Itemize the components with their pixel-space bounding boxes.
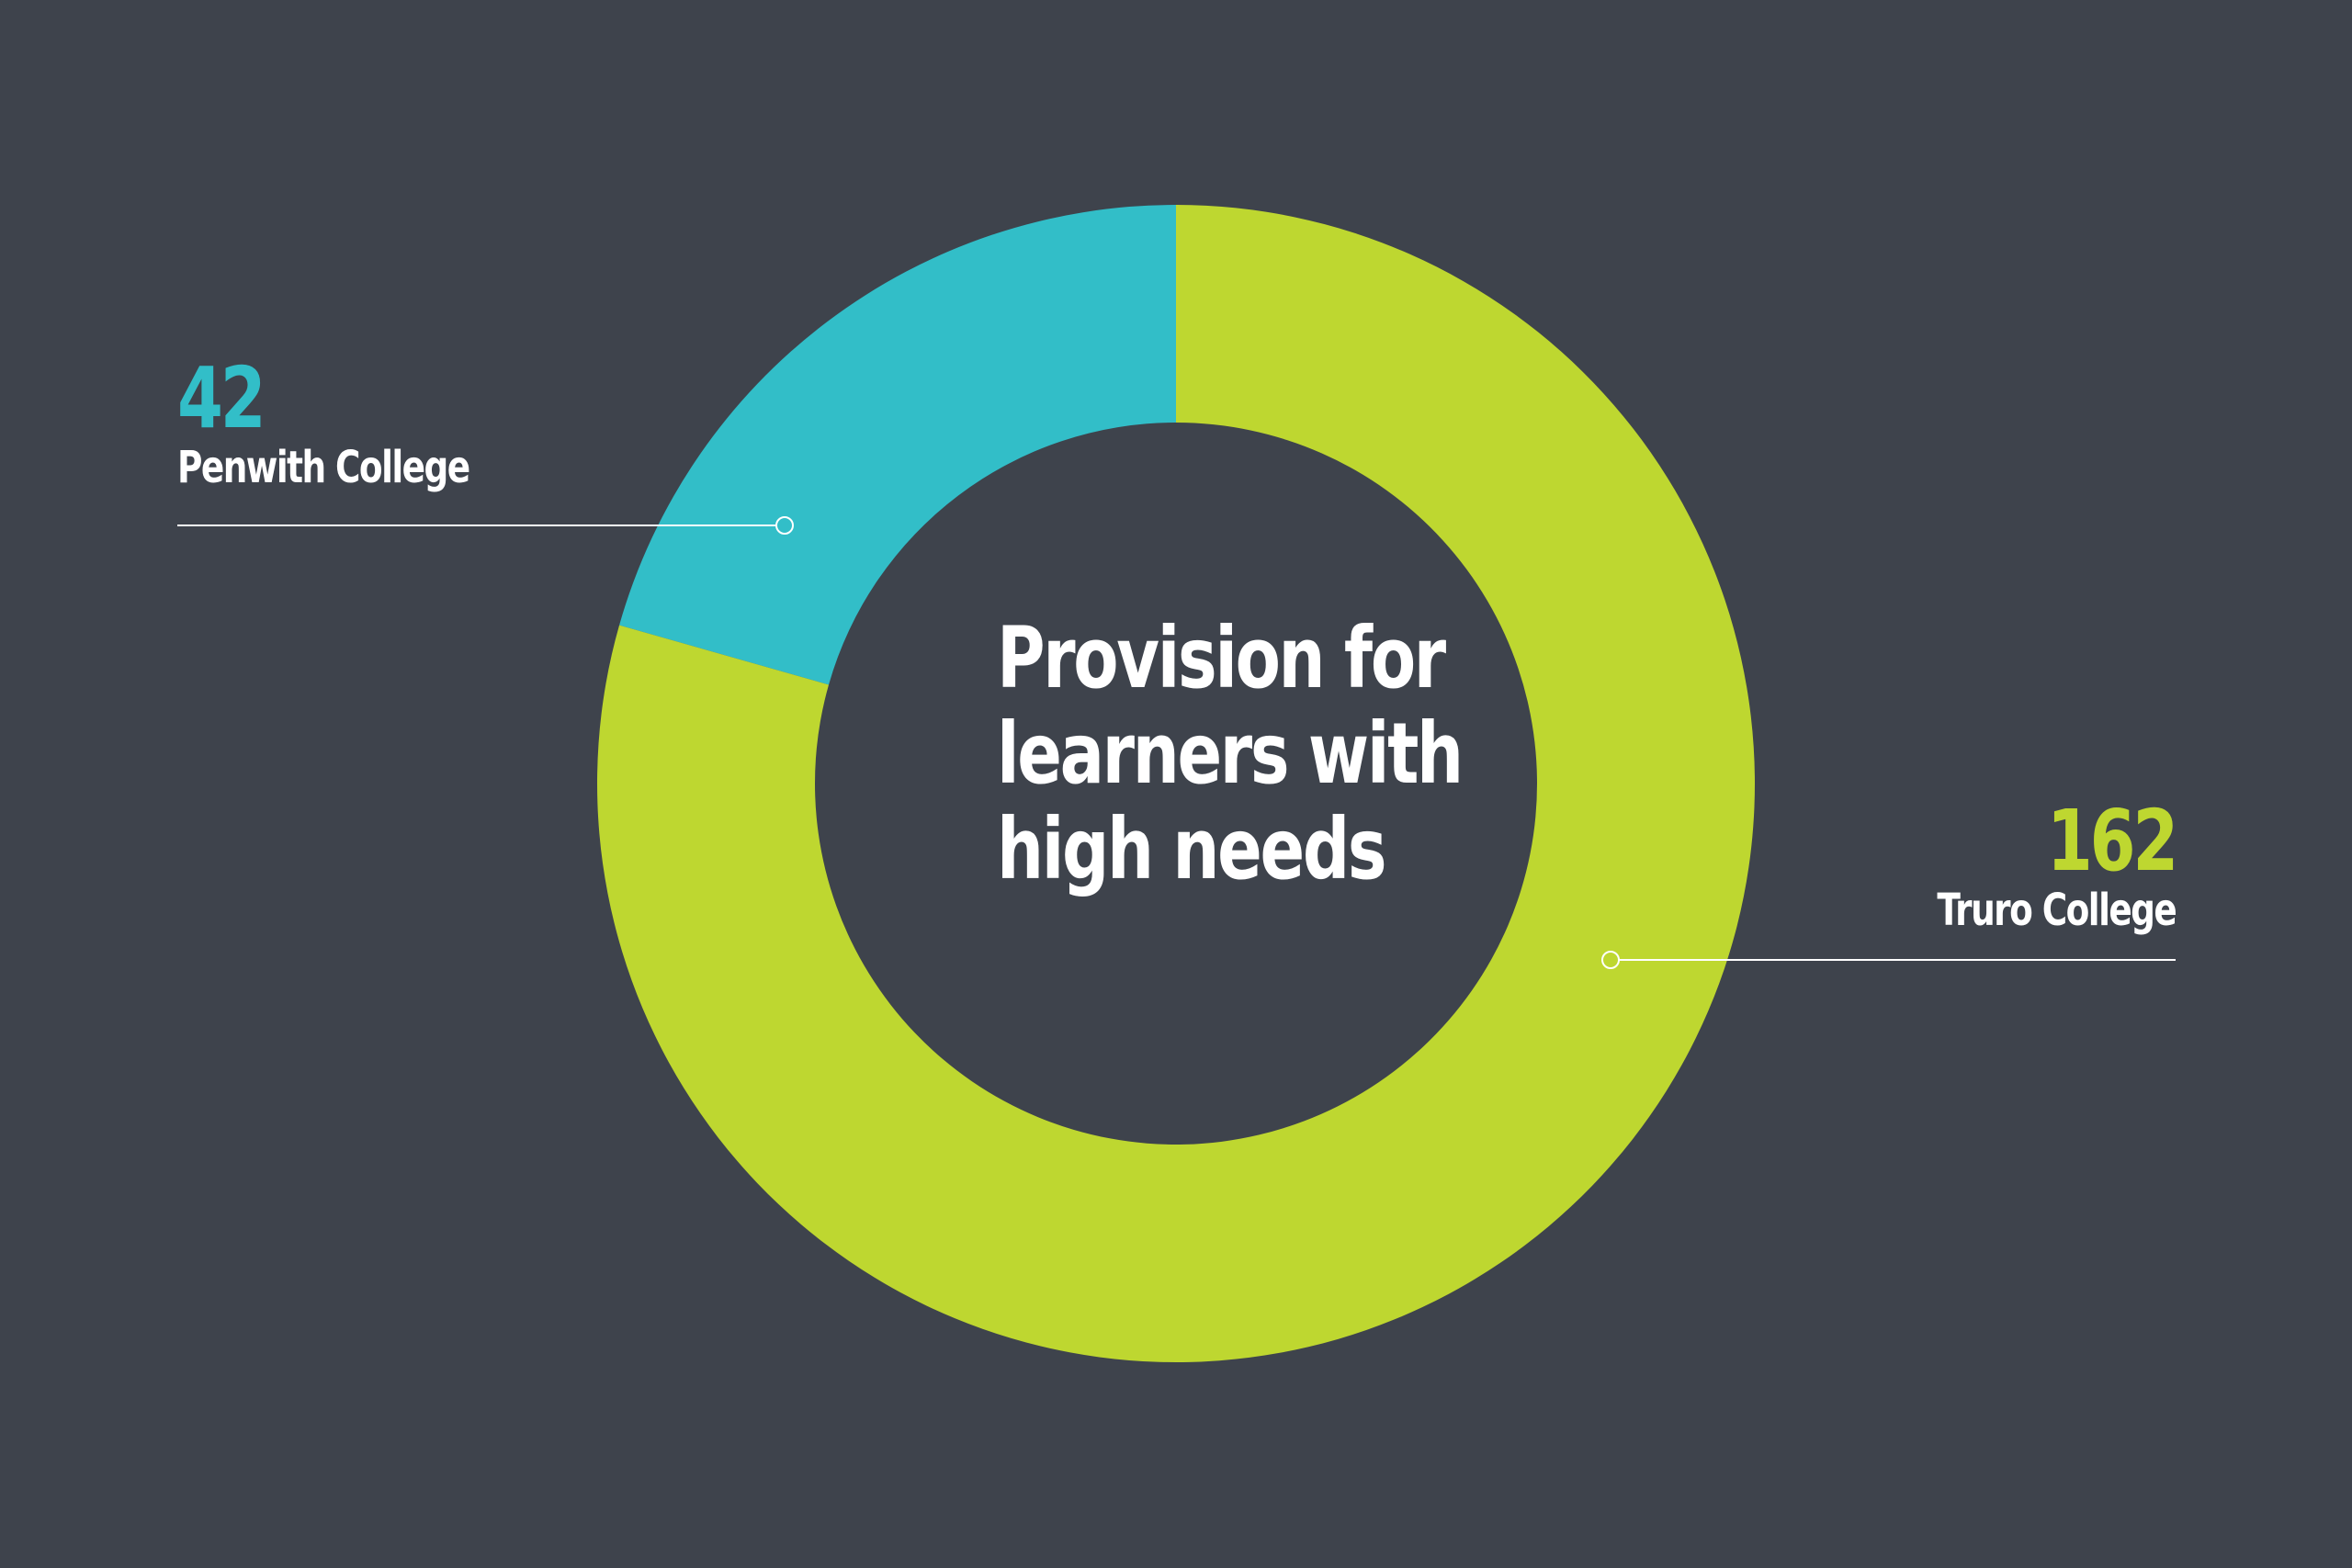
leader-marker-truro bbox=[1601, 951, 1620, 969]
donut-slices bbox=[597, 205, 1755, 1362]
data-label-penwith-value: 42 bbox=[177, 349, 266, 447]
slice-label-penwith: 42 Penwith College bbox=[177, 349, 470, 493]
chart-title-line-1: Provision for bbox=[997, 609, 1446, 707]
donut-slice-truro bbox=[597, 205, 1755, 1362]
chart-title-line-2: learners with bbox=[997, 705, 1464, 803]
data-label-truro-value: 162 bbox=[2046, 792, 2179, 890]
leader-lines bbox=[177, 516, 2176, 969]
chart-title-line-3: high needs bbox=[997, 800, 1387, 898]
leader-marker-penwith bbox=[775, 516, 794, 535]
slice-label-truro: 162 Truro College bbox=[1937, 792, 2179, 936]
data-label-truro-name: Truro College bbox=[1937, 885, 2177, 936]
donut-slice-penwith bbox=[619, 205, 1176, 685]
chart-title: Provision for learners with high needs bbox=[997, 609, 1464, 898]
data-label-penwith-name: Penwith College bbox=[177, 442, 470, 493]
